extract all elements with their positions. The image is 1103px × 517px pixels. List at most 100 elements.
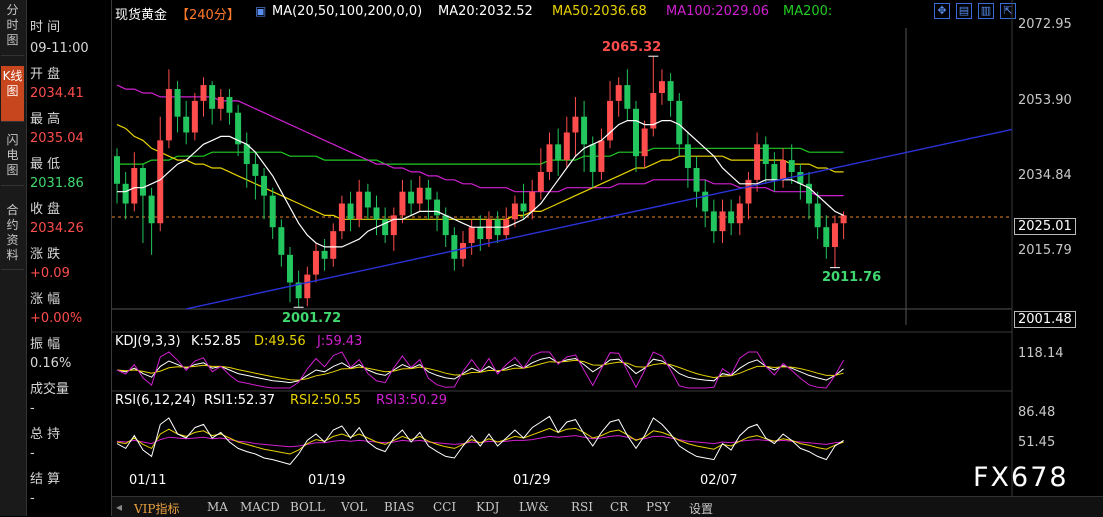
candle-body	[460, 243, 466, 259]
candle-body	[598, 140, 605, 172]
info-label-volume: 成交量	[30, 382, 70, 397]
crosshair-icon[interactable]: ✥	[934, 3, 950, 19]
info-label-settlement: 结 算	[30, 472, 61, 487]
candle-body	[312, 250, 319, 275]
candle-body	[157, 140, 164, 224]
candle-body	[364, 191, 371, 208]
candle-body	[416, 187, 423, 204]
tab-contract-info[interactable]: 合约资料	[1, 200, 24, 270]
info-label-low: 最 低	[30, 157, 61, 172]
candle-body	[615, 85, 622, 101]
tab-settings[interactable]: 设置	[689, 502, 714, 516]
rsi1-line	[116, 415, 844, 465]
quote-info-panel: 时 间 09-11:00 开 盘 2034.41 最 高 2035.04 最 低…	[27, 0, 112, 516]
candle-body	[278, 227, 285, 255]
tab-cr[interactable]: CR	[610, 500, 629, 514]
info-label-high: 最 高	[30, 112, 61, 127]
info-label-change-pct: 涨 幅	[30, 292, 61, 307]
tab-cci[interactable]: CCI	[433, 500, 457, 514]
candle-body	[468, 227, 475, 243]
candle-body	[425, 187, 432, 200]
tab-lw[interactable]: LW&	[519, 500, 549, 514]
y-tick-3: 2034.84	[1018, 168, 1072, 183]
chart-type-icon[interactable]: ▤	[956, 3, 972, 19]
compare-icon[interactable]: ▥	[978, 3, 994, 19]
candle-body	[546, 144, 553, 172]
period-label[interactable]: 【240分】	[176, 8, 240, 23]
candle-body	[304, 274, 311, 299]
candle-body	[243, 144, 250, 165]
candle-body	[736, 203, 743, 224]
date-label-3: 01/29	[513, 473, 551, 488]
rsi-y-tick-1: 86.48	[1018, 405, 1056, 420]
tab-ma[interactable]: MA	[207, 500, 228, 514]
candle-body	[434, 199, 441, 216]
rsi-y-tick-2: 51.45	[1018, 435, 1056, 450]
tab-time-chart[interactable]: 分时图	[1, 0, 24, 56]
info-value-open: 2034.41	[30, 86, 84, 101]
trendline-line	[186, 128, 1013, 310]
candle-body	[226, 96, 233, 113]
candle-body	[511, 203, 518, 220]
date-label-1: 01/11	[129, 473, 167, 488]
candle-body	[823, 227, 830, 247]
info-label-close: 收 盘	[30, 202, 61, 217]
candle-body	[330, 231, 337, 259]
candle-body	[780, 160, 787, 180]
expand-icon[interactable]: ⇱	[1000, 3, 1016, 19]
tab-boll[interactable]: BOLL	[290, 500, 325, 514]
kdj-y-tick: 118.14	[1018, 346, 1064, 361]
y-tick-4: 2015.79	[1018, 243, 1072, 258]
tab-k-chart[interactable]: K线图	[1, 66, 24, 122]
rsi-name: RSI(6,12,24)	[115, 393, 196, 408]
candle-body	[589, 144, 596, 172]
candle-body	[641, 128, 648, 157]
candle-body	[200, 85, 207, 101]
chart-canvas	[112, 0, 1013, 496]
candle-body	[650, 93, 657, 129]
chart-area[interactable]: 现货黄金 【240分】 ▣ MA(20,50,100,200,0,0) MA20…	[112, 0, 1103, 516]
candle-body	[684, 144, 691, 168]
tab-psy[interactable]: PSY	[646, 500, 671, 514]
candle-body	[693, 168, 700, 192]
candle-body	[165, 89, 172, 141]
y-tick-1: 2072.95	[1018, 17, 1072, 32]
candle-body	[771, 164, 778, 180]
info-label-amplitude: 振 幅	[30, 337, 61, 352]
toolbar-arrow-icon[interactable]: ◂	[116, 500, 123, 514]
ma100-value: MA100:2029.06	[666, 4, 770, 19]
tab-kdj[interactable]: KDJ	[476, 500, 500, 514]
candle-body	[762, 144, 769, 165]
tab-flash-chart[interactable]: 闪电图	[1, 130, 24, 186]
candle-body	[702, 191, 709, 212]
tab-bias[interactable]: BIAS	[384, 500, 415, 514]
ma200-value: MA200:	[783, 4, 833, 19]
side-tabs: 分时图 K线图 闪电图 合约资料	[0, 0, 27, 516]
candle-body	[122, 183, 129, 204]
rsi-series	[116, 415, 844, 465]
candle-body	[555, 144, 562, 161]
candle-body	[399, 191, 406, 216]
indicator-icon[interactable]: ▣	[255, 4, 267, 18]
tab-vol[interactable]: VOL	[341, 500, 368, 514]
tab-rsi[interactable]: RSI	[571, 500, 593, 514]
candle-body	[174, 89, 181, 117]
candle-body	[356, 191, 363, 220]
ma-params: MA(20,50,100,200,0,0)	[272, 4, 423, 19]
annotation-high: 2065.32	[602, 40, 662, 55]
info-label-time: 时 间	[30, 20, 61, 35]
candle-body	[806, 183, 812, 204]
tab-vip-indicators[interactable]: VIP指标	[134, 502, 180, 516]
candle-body	[148, 195, 155, 224]
candle-body	[269, 195, 276, 228]
candle-body	[347, 203, 354, 220]
candle-body	[797, 171, 804, 184]
ma100-series	[116, 84, 844, 197]
candle-body	[624, 85, 631, 109]
kdj-k-line	[116, 356, 844, 384]
info-value-change: +0.09	[30, 266, 70, 281]
info-value-close: 2034.26	[30, 221, 84, 236]
tab-macd[interactable]: MACD	[240, 500, 280, 514]
kdj-k: K:52.85	[191, 334, 242, 349]
info-value-settlement: -	[30, 491, 35, 506]
